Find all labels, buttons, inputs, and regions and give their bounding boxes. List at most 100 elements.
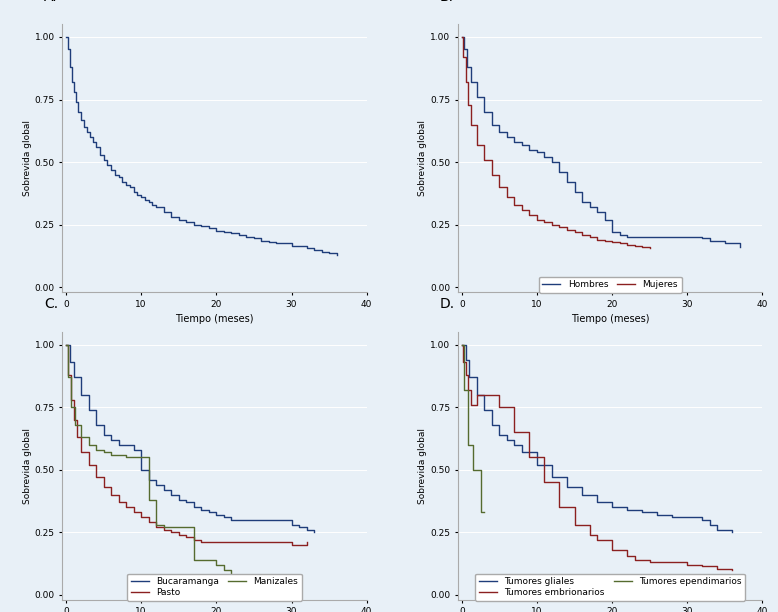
- Tumores gliales: [487, 421, 496, 428]
- Line: Tumores gliales: Tumores gliales: [462, 345, 732, 532]
- Bucaramanga: [159, 486, 168, 493]
- Mujeres: [630, 242, 640, 250]
- Tumores embrionarios: [592, 536, 601, 543]
- Hombres: [462, 63, 471, 70]
- Tumores gliales: [668, 513, 677, 521]
- Hombres: [569, 188, 579, 196]
- Pasto: [84, 461, 93, 468]
- Hombres: [502, 133, 511, 141]
- Mujeres: [569, 228, 579, 236]
- Manizales: [219, 566, 229, 573]
- Hombres: [600, 216, 609, 223]
- Hombres: [532, 148, 541, 155]
- Tumores gliales: [461, 356, 470, 364]
- Line: Tumores ependimarios: Tumores ependimarios: [462, 345, 485, 512]
- Pasto: [91, 474, 100, 481]
- Mujeres: [495, 184, 504, 191]
- Hombres: [592, 208, 601, 215]
- Hombres: [466, 78, 475, 86]
- Manizales: [99, 449, 108, 456]
- Mujeres: [517, 206, 527, 213]
- Tumores embrionarios: [682, 561, 692, 569]
- Pasto: [136, 513, 145, 521]
- Pasto: [68, 416, 78, 424]
- Bucaramanga: [174, 496, 184, 504]
- Mujeres: [622, 241, 632, 248]
- Pasto: [76, 449, 86, 456]
- Tumores embrionarios: [495, 403, 504, 411]
- Tumores ependimarios: [468, 466, 478, 474]
- Pasto: [66, 396, 75, 403]
- Bucaramanga: [166, 491, 176, 498]
- Bucaramanga: [226, 516, 236, 523]
- Tumores ependimarios: [459, 386, 468, 394]
- Pasto: [72, 433, 82, 441]
- Tumores gliales: [532, 461, 541, 468]
- Hombres: [705, 237, 714, 244]
- Mujeres: [472, 141, 482, 148]
- Bucaramanga: [152, 481, 161, 488]
- Tumores embrionarios: [524, 453, 534, 461]
- Pasto: [197, 539, 206, 546]
- Text: D.: D.: [440, 297, 455, 312]
- Bucaramanga: [68, 373, 78, 381]
- Pasto: [99, 483, 108, 491]
- X-axis label: Tiempo (meses): Tiempo (meses): [175, 314, 254, 324]
- Bucaramanga: [84, 406, 93, 413]
- Pasto: [166, 529, 176, 536]
- Tumores gliales: [653, 511, 662, 518]
- Hombres: [615, 231, 624, 238]
- Mujeres: [524, 211, 534, 218]
- Hombres: [698, 234, 707, 242]
- Mujeres: [547, 221, 556, 228]
- Bucaramanga: [114, 441, 123, 449]
- Bucaramanga: [189, 504, 198, 511]
- Line: Manizales: Manizales: [66, 345, 239, 595]
- Pasto: [129, 509, 138, 516]
- Legend: Hombres, Mujeres: Hombres, Mujeres: [539, 277, 682, 293]
- Bucaramanga: [234, 516, 244, 523]
- Hombres: [547, 159, 556, 166]
- Bucaramanga: [204, 509, 213, 516]
- Manizales: [64, 373, 73, 381]
- Line: Hombres: Hombres: [462, 37, 740, 247]
- Tumores ependimarios: [476, 509, 485, 516]
- Tumores embrionarios: [458, 359, 468, 366]
- Mujeres: [562, 226, 572, 233]
- Mujeres: [577, 231, 587, 238]
- Hombres: [457, 33, 467, 40]
- Tumores embrionarios: [630, 556, 640, 564]
- Manizales: [121, 453, 131, 461]
- Bucaramanga: [107, 436, 116, 443]
- Mujeres: [592, 236, 601, 243]
- Hombres: [517, 141, 527, 148]
- Tumores gliales: [682, 513, 692, 521]
- Tumores embrionarios: [472, 391, 482, 398]
- Tumores embrionarios: [698, 562, 707, 570]
- Tumores embrionarios: [555, 504, 564, 511]
- Tumores gliales: [472, 391, 482, 398]
- Mujeres: [540, 218, 549, 226]
- Hombres: [735, 244, 745, 251]
- Tumores embrionarios: [569, 521, 579, 528]
- Hombres: [720, 240, 730, 247]
- Manizales: [234, 591, 244, 599]
- Tumores gliales: [622, 506, 632, 513]
- Hombres: [555, 168, 564, 176]
- Mujeres: [502, 193, 511, 201]
- Pasto: [302, 539, 311, 546]
- Hombres: [487, 121, 496, 128]
- Hombres: [480, 108, 489, 116]
- Hombres: [608, 228, 617, 236]
- Mujeres: [463, 101, 472, 108]
- Bucaramanga: [310, 529, 319, 536]
- Manizales: [136, 453, 145, 461]
- Bucaramanga: [76, 391, 86, 398]
- Tumores gliales: [510, 441, 519, 449]
- Line: Pasto: Pasto: [66, 345, 307, 545]
- Hombres: [637, 233, 647, 241]
- Manizales: [61, 341, 71, 348]
- Line: Tumores embrionarios: Tumores embrionarios: [462, 345, 732, 570]
- Bucaramanga: [212, 511, 221, 518]
- Tumores gliales: [698, 516, 707, 523]
